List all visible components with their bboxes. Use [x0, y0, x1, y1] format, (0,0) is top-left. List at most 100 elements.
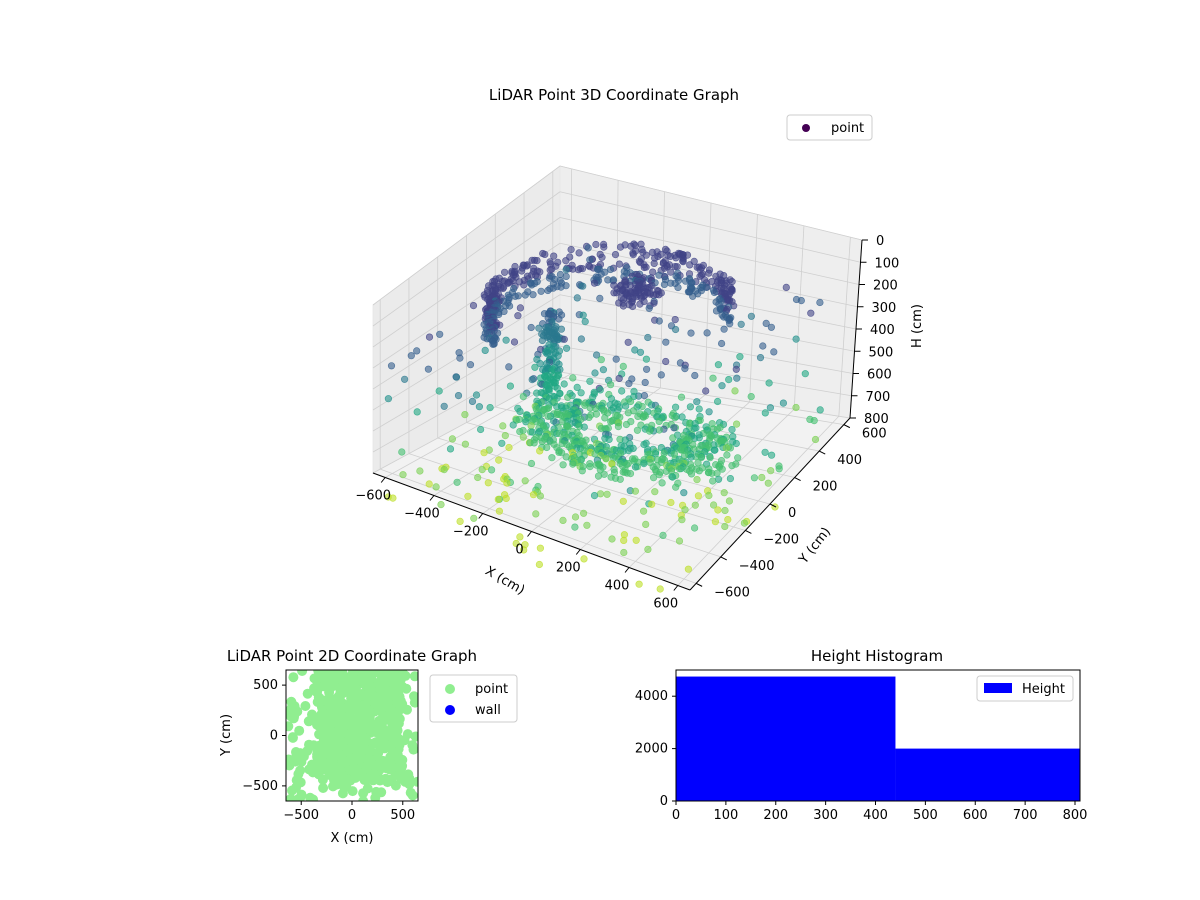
chart-3d-point: [557, 325, 566, 333]
chart-3d-point: [728, 462, 736, 470]
chart-2d-point: [368, 768, 379, 779]
chart-3d-point: [718, 465, 726, 473]
chart-3d-point: [560, 335, 568, 343]
chart-3d-point: [713, 469, 721, 477]
chart-2d-point: [312, 719, 322, 730]
chart-3d-point: [723, 451, 731, 459]
chart-3d-point: [569, 460, 577, 468]
chart-3d-ztick-label: 0: [876, 234, 884, 249]
chart-3d-point: [532, 510, 540, 518]
chart-histogram-xtick-label: 700: [1013, 808, 1038, 823]
chart-3d-point: [726, 320, 734, 328]
chart-3d-point: [616, 475, 624, 483]
chart-3d-point: [709, 477, 717, 485]
chart-3d-point: [603, 490, 611, 498]
chart-3d-ztick-label: 300: [872, 301, 897, 316]
chart-3d-point: [608, 535, 616, 543]
chart-3d-point: [722, 444, 731, 452]
chart-3d-point: [510, 338, 519, 346]
chart-3d-gridline-z: [559, 294, 855, 352]
chart-3d-point: [686, 403, 695, 411]
chart-3d-point: [624, 338, 632, 346]
chart-3d-point: [712, 307, 721, 315]
chart-2d-point: [317, 670, 328, 678]
chart-2d-points: [286, 670, 418, 801]
chart-2d-point: [375, 691, 385, 702]
chart-3d-point: [714, 475, 723, 483]
chart-2d-point: [407, 740, 418, 751]
chart-2d-ytick-label: 500: [253, 678, 278, 693]
chart-2d-point: [352, 766, 363, 777]
chart-3d-point: [446, 445, 455, 453]
chart-2d-title: LiDAR Point 2D Coordinate Graph: [227, 647, 477, 665]
chart-histogram-legend-label: Height: [1022, 682, 1065, 697]
chart-3d-ylabel: Y (cm): [796, 525, 834, 568]
chart-3d-point: [581, 318, 589, 326]
chart-3d-point: [594, 472, 603, 480]
chart-3d-point: [706, 454, 714, 462]
chart-2d-point: [383, 728, 394, 738]
chart-2d-point: [359, 733, 370, 744]
chart-3d-point: [529, 291, 537, 299]
chart-2d-point: [302, 688, 313, 699]
chart-3d-point: [678, 413, 686, 421]
chart-2d-point: [294, 725, 305, 736]
chart-2d-point: [309, 673, 320, 684]
chart-3d-point: [567, 246, 575, 254]
chart-3d-point: [642, 251, 650, 259]
chart-3d-point: [519, 393, 527, 401]
chart-3d-gridline-z: [372, 371, 561, 474]
chart-2d-ylabel: Y (cm): [219, 714, 234, 757]
chart-3d-point: [600, 243, 608, 251]
chart-2d-point: [287, 732, 298, 743]
chart-2d-point: [374, 715, 384, 726]
chart-3d-ytick: [819, 450, 826, 455]
chart-3d-point: [562, 257, 570, 265]
chart-3d-point: [413, 408, 421, 416]
chart-2d-point: [312, 744, 322, 755]
chart-3d-xtick-label: 0: [515, 543, 523, 558]
chart-histogram-legend: Height: [976, 675, 1074, 702]
chart-3d-point: [599, 366, 608, 374]
chart-3d-point: [691, 501, 699, 509]
chart-3d-point: [519, 433, 527, 441]
chart-2d-point: [372, 727, 382, 738]
chart-2d-point: [409, 691, 418, 702]
chart-3d-point: [711, 518, 720, 526]
chart-3d-point: [732, 420, 741, 428]
chart-3d-point: [702, 387, 710, 395]
chart-3d-point: [530, 439, 538, 447]
chart-histogram-legend-box: [976, 675, 1074, 702]
chart-3d-gridline-z: [559, 217, 860, 285]
chart-3d-ztick-label: 700: [866, 390, 891, 405]
chart-3d-point: [764, 479, 772, 487]
chart-3d-point: [516, 407, 524, 416]
chart-3d-point: [498, 439, 506, 447]
chart-2d-point: [362, 783, 373, 794]
chart-3d-point: [528, 281, 536, 289]
chart-3d-point: [626, 470, 635, 478]
chart-3d-point: [548, 454, 556, 462]
chart-3d-point: [765, 379, 773, 387]
chart-3d-point: [655, 417, 663, 426]
chart-2d-point: [318, 731, 329, 742]
chart-3d-xtick: [429, 495, 435, 501]
chart-2d-point: [316, 762, 327, 773]
chart-histogram-xtick-label: 400: [863, 808, 888, 823]
chart-3d-point: [583, 521, 591, 529]
chart-3d-point: [516, 533, 524, 541]
chart-2d-point: [286, 760, 295, 771]
chart-2d-point: [392, 737, 403, 748]
chart-3d-ztick-label: 800: [864, 412, 889, 427]
chart-2d-point: [371, 786, 382, 797]
chart-3d-ytick-label: 200: [813, 480, 838, 495]
chart-3d-point: [440, 466, 448, 474]
chart-histogram-ytick-label: 4000: [635, 689, 668, 704]
chart-3d-ztick-label: 500: [869, 345, 894, 360]
chart-3d-point: [535, 560, 544, 569]
chart-3d-point: [687, 329, 695, 337]
chart-3d-xtick-label: −600: [355, 489, 391, 504]
chart-2d-ytick-label: 0: [270, 729, 278, 744]
chart-2d-point: [346, 722, 357, 733]
